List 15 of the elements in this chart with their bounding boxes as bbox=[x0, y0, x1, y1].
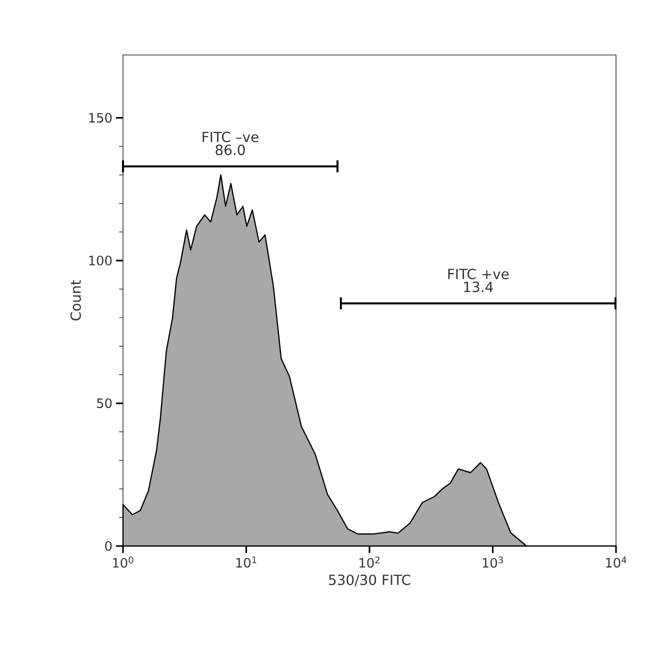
series-label: FITC +ve bbox=[448, 268, 509, 280]
y-tick-label: 0 bbox=[105, 541, 112, 551]
x-axis-title: 530/30 FITC bbox=[329, 574, 410, 586]
annotation: 86.0 bbox=[216, 144, 245, 156]
x-tick-label: 10$^{4}$ bbox=[606, 556, 626, 568]
series-label: FITC –ve bbox=[202, 132, 258, 142]
x-tick-label: 10$^{0}$ bbox=[113, 556, 134, 568]
annotation: 13.4 bbox=[464, 282, 493, 292]
y-tick-label: 150 bbox=[89, 112, 112, 123]
y-tick-label: 50 bbox=[97, 398, 112, 408]
x-tick-label: 10$^{3}$ bbox=[482, 556, 503, 568]
y-axis-title: Count bbox=[70, 280, 81, 320]
y-tick-label: 100 bbox=[89, 256, 112, 266]
x-tick-label: 10$^{2}$ bbox=[360, 556, 380, 568]
x-tick-label: 10$^{1}$ bbox=[236, 556, 256, 568]
